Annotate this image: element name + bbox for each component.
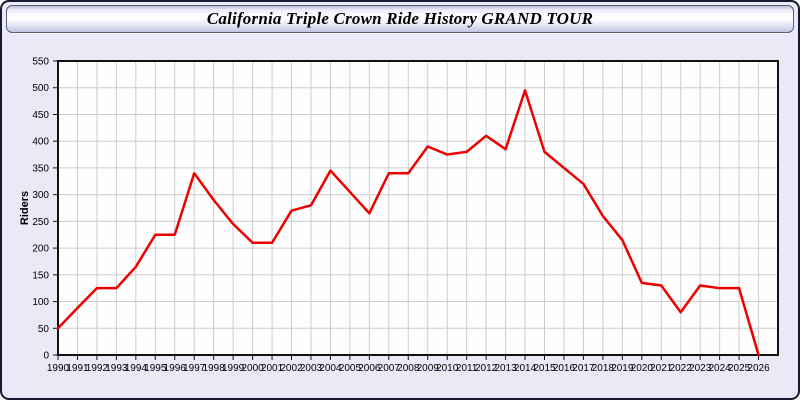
x-tick-label: 1994 xyxy=(125,363,148,374)
y-tick-label: 250 xyxy=(32,217,49,228)
x-tick-label: 1993 xyxy=(105,363,128,374)
x-tick-label: 2016 xyxy=(553,363,576,374)
y-tick-label: 400 xyxy=(32,137,49,148)
x-tick-label: 2001 xyxy=(261,363,284,374)
x-tick-label: 1996 xyxy=(164,363,187,374)
chart-area: 1990 1991 1992 1993 1994 1995 1996 1997 1998 1999… xyxy=(2,42,798,394)
plot-border xyxy=(57,60,779,356)
y-tick-label: 0 xyxy=(43,351,49,362)
x-tick-label: 2010 xyxy=(436,363,459,374)
x-tick-label: 2025 xyxy=(728,363,751,374)
y-tick-label: 200 xyxy=(32,244,49,255)
x-tick-label: 2023 xyxy=(689,363,712,374)
x-axis-labels: 1990199119921993199419951996199719981999… xyxy=(47,363,770,374)
x-tick-label: 2013 xyxy=(494,363,517,374)
x-tick-label: 2017 xyxy=(572,363,595,374)
x-tick-label: 1998 xyxy=(203,363,226,374)
x-tick-label: 2006 xyxy=(358,363,381,374)
y-tick-label: 450 xyxy=(32,110,49,121)
x-tick-label: 1999 xyxy=(222,363,245,374)
plot-background xyxy=(58,61,778,355)
x-tick-label: 2004 xyxy=(319,363,342,374)
chart-title: California Triple Crown Ride History GRA… xyxy=(206,9,594,28)
x-tick-label: 2021 xyxy=(650,363,673,374)
x-tick-label: 2014 xyxy=(514,363,537,374)
y-tick-label: 150 xyxy=(32,270,49,281)
y-tick-label: 550 xyxy=(32,57,49,68)
x-tick-label: 2005 xyxy=(339,363,362,374)
x-tick-label: 2024 xyxy=(708,363,731,374)
x-tick-label: 2008 xyxy=(397,363,420,374)
x-tick-label: 1997 xyxy=(183,363,206,374)
x-tick-label: 2000 xyxy=(241,363,264,374)
y-axis-labels: 0 50 100 150 200 250 300 350 400 450 500 550 xyxy=(32,57,49,362)
x-tick-label: 2009 xyxy=(417,363,440,374)
title-bar: California Triple Crown Ride History GRA… xyxy=(6,5,794,33)
x-tick-label: 2020 xyxy=(631,363,654,374)
ride-history-line-chart: 1990199119921993199419951996199719981999… xyxy=(19,57,779,374)
x-tick-label: 2026 xyxy=(747,363,770,374)
x-tick-label: 2018 xyxy=(592,363,615,374)
x-tick-label: 1991 xyxy=(66,363,89,374)
x-tick-label: 1995 xyxy=(144,363,167,374)
x-tick-label: 2019 xyxy=(611,363,634,374)
riders-data-line xyxy=(56,89,760,357)
x-tick-label: 2015 xyxy=(533,363,556,374)
x-tick-label: 2022 xyxy=(670,363,693,374)
y-axis-title-text: Riders xyxy=(19,191,31,225)
x-tick-label: 2011 xyxy=(456,363,478,374)
x-tick-label: 1990 xyxy=(47,363,70,374)
gridlines xyxy=(58,61,778,355)
x-tick-label: 2003 xyxy=(300,363,323,374)
x-tick-label: 2012 xyxy=(475,363,498,374)
y-tick-label: 50 xyxy=(38,324,50,335)
y-tick-label: 350 xyxy=(32,163,49,174)
y-tick-label: 500 xyxy=(32,83,49,94)
x-tick-label: 1992 xyxy=(86,363,109,374)
y-tick-label: 300 xyxy=(32,190,49,201)
y-tick-label: 100 xyxy=(32,297,49,308)
y-axis-title: Riders xyxy=(19,191,31,225)
x-tick-label: 2002 xyxy=(280,363,303,374)
x-tick-label: 2007 xyxy=(378,363,401,374)
